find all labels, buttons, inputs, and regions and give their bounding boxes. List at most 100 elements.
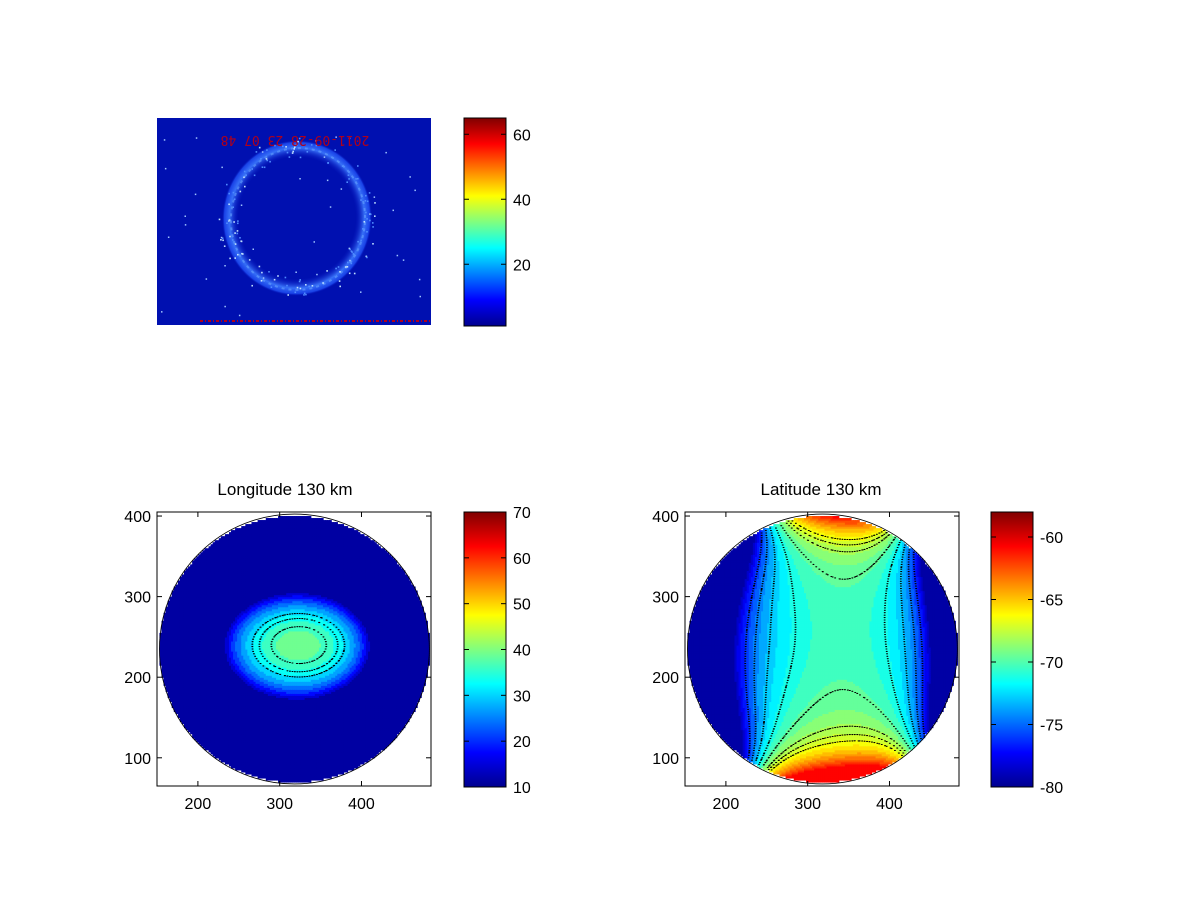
contour-cell <box>190 644 193 648</box>
contour-cell <box>212 554 216 557</box>
contour-cell <box>202 620 206 624</box>
contour-cell <box>194 705 197 709</box>
contour-cell <box>206 699 210 702</box>
contour-cell <box>206 610 210 614</box>
contour-cell <box>216 608 220 612</box>
contour-cell <box>192 570 195 574</box>
contour-cell <box>214 630 218 634</box>
contour-cell <box>188 566 191 570</box>
contour-cell <box>183 642 187 646</box>
contour-cell <box>216 651 220 654</box>
contour-cell <box>177 663 181 666</box>
contour-cell <box>206 677 210 680</box>
contour-cell <box>212 580 216 584</box>
contour-cell <box>179 709 183 713</box>
contour-cell <box>214 628 218 632</box>
contour-cell <box>196 622 199 626</box>
contour-cell <box>186 659 189 662</box>
contour-cell <box>196 649 199 652</box>
background-speckle <box>340 188 343 190</box>
contour-cell <box>206 719 210 723</box>
contour-cell <box>212 642 216 646</box>
contour-cell <box>179 663 183 666</box>
contour-cell <box>210 751 214 755</box>
contour-cell <box>218 620 222 624</box>
contour-cell <box>202 649 206 652</box>
contour-cell <box>206 624 210 628</box>
contour-cell <box>218 544 222 547</box>
contour-cell <box>183 590 187 594</box>
contour-cell <box>181 655 185 658</box>
contour-cell <box>212 614 216 618</box>
contour-cell <box>206 620 210 624</box>
contour-cell <box>177 653 181 656</box>
contour-cell <box>202 669 206 672</box>
contour-cell <box>194 713 197 717</box>
contour-cell <box>183 612 187 616</box>
contour-cell <box>220 679 224 682</box>
contour-cell <box>216 689 220 692</box>
contour-cell <box>186 677 189 680</box>
contour-cell <box>212 542 216 545</box>
contour-cell <box>186 622 189 626</box>
contour-cell <box>186 661 189 664</box>
contour-cell <box>204 679 208 682</box>
contour-cell <box>212 566 216 570</box>
contour-cell <box>216 610 220 614</box>
contour-cell <box>179 582 183 586</box>
contour-cell <box>183 632 187 636</box>
contour-cell <box>220 661 224 664</box>
contour-cell <box>194 675 197 678</box>
contour-cell <box>183 717 187 721</box>
contour-cell <box>194 655 197 658</box>
contour-cell <box>200 723 203 727</box>
contour-cell <box>208 560 212 563</box>
contour-cell <box>208 630 212 634</box>
contour-cell <box>175 588 179 592</box>
oval-speckle <box>232 239 234 241</box>
contour-cell <box>171 659 175 662</box>
contour-cell <box>206 721 210 725</box>
contour-cell <box>210 620 214 624</box>
contour-cell <box>183 608 187 612</box>
contour-cell <box>190 665 193 668</box>
contour-cell <box>202 701 206 704</box>
contour-cell <box>208 576 212 580</box>
contour-cell <box>198 630 201 634</box>
contour-cell <box>188 697 191 700</box>
contour-cell <box>188 683 191 686</box>
contour-cell <box>216 685 220 688</box>
contour-cell <box>186 693 189 696</box>
contour-cell <box>218 636 222 640</box>
contour-cell <box>198 634 201 638</box>
oval-speckle <box>303 292 306 295</box>
contour-cell <box>175 630 179 634</box>
contour-cell <box>202 737 206 741</box>
contour-cell <box>177 620 181 624</box>
oval-speckle <box>366 256 368 259</box>
contour-cell <box>194 646 197 650</box>
contour-cell <box>169 699 173 702</box>
contour-cell <box>212 582 216 586</box>
contour-cell <box>183 620 187 624</box>
contour-cell <box>179 632 183 636</box>
contour-cell <box>196 715 199 719</box>
contour-cell <box>169 606 173 610</box>
contour-cell <box>181 600 185 604</box>
contour-cell <box>163 620 167 624</box>
contour-cell <box>183 689 187 692</box>
contour-cell <box>163 653 167 656</box>
contour-cell <box>212 681 216 684</box>
contour-cell <box>167 663 171 666</box>
contour-cell <box>167 626 171 630</box>
contour-cell <box>202 693 206 696</box>
contour-cell <box>212 590 216 594</box>
contour-cell <box>204 683 208 686</box>
contour-cell <box>202 659 206 662</box>
contour-cell <box>179 602 183 606</box>
contour-cell <box>194 634 197 638</box>
contour-cell <box>196 624 199 628</box>
contour-cell <box>206 711 210 715</box>
contour-cell <box>216 743 220 747</box>
oval-speckle <box>251 284 253 287</box>
